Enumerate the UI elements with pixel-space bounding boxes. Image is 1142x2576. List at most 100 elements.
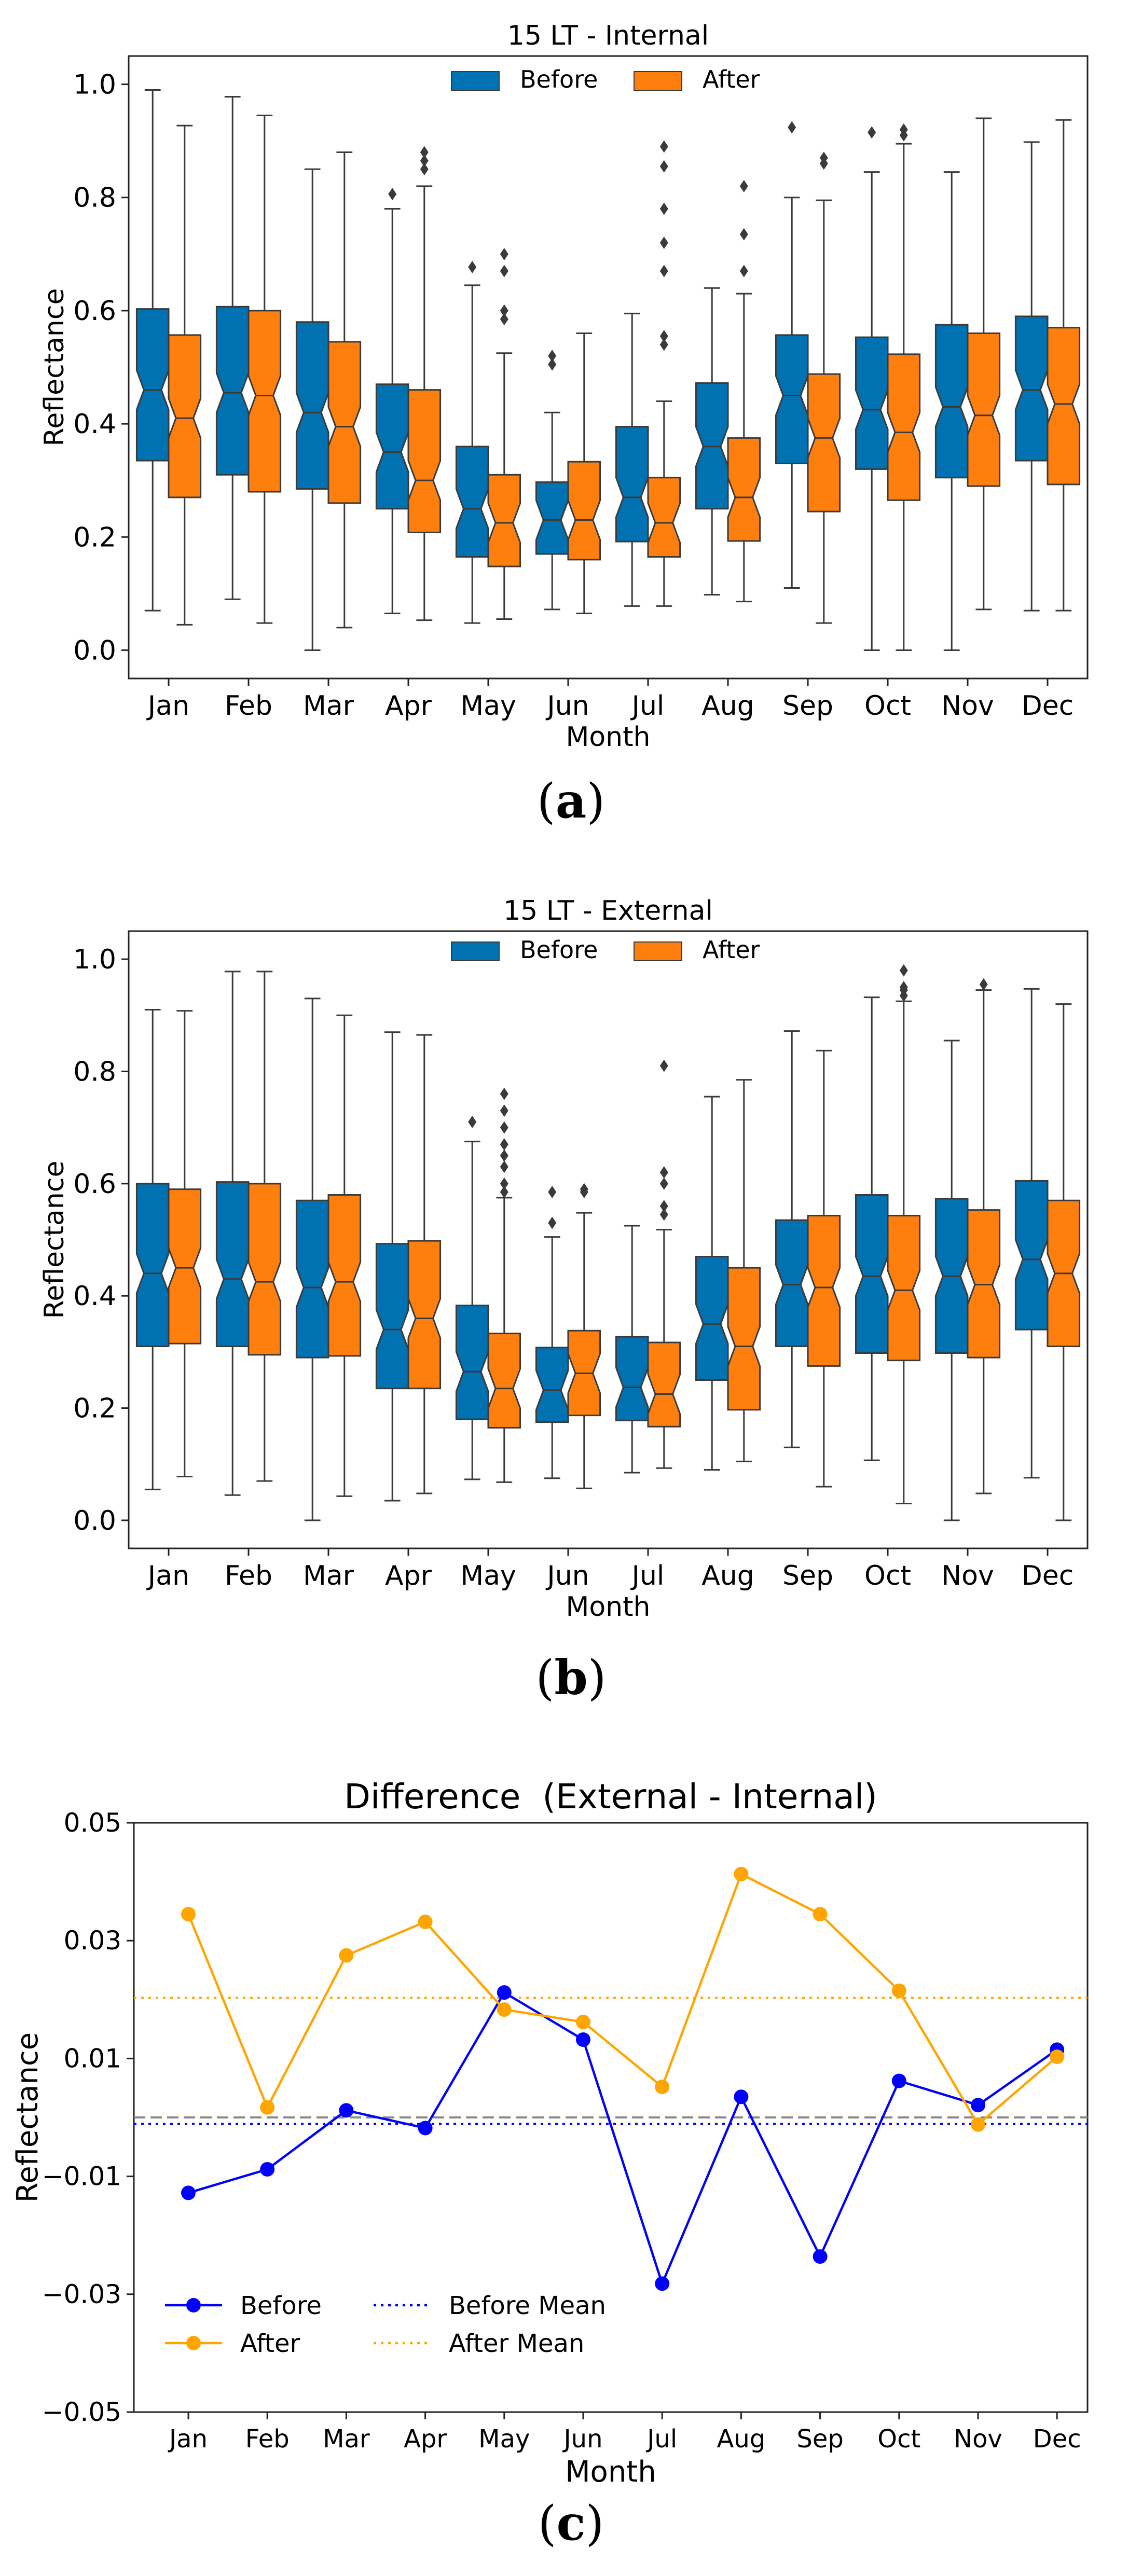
notched-box xyxy=(727,437,761,542)
outlier-point xyxy=(500,313,508,326)
legend: Before After Before Mean After Mean xyxy=(165,2291,606,2358)
point-after-sep xyxy=(813,1907,828,1922)
outlier-point xyxy=(500,304,508,317)
x-tick-label: May xyxy=(460,690,516,722)
box-after-mar xyxy=(327,1014,362,1497)
outlier-point xyxy=(468,1115,477,1128)
notched-box xyxy=(967,1209,1001,1359)
notched-box xyxy=(168,334,202,498)
notched-box xyxy=(535,1347,569,1423)
x-tick-label: Jul xyxy=(630,1560,665,1591)
outlier-point xyxy=(659,1166,668,1179)
point-before-nov xyxy=(971,2098,985,2113)
legend-label-before: Before xyxy=(520,936,598,964)
outlier-point xyxy=(659,338,668,351)
box-before-jul xyxy=(615,312,649,607)
box-before-oct xyxy=(855,126,889,651)
notched-box xyxy=(1047,327,1081,486)
box-after-jul xyxy=(647,1059,681,1469)
outlier-point xyxy=(500,265,508,278)
box-after-apr xyxy=(407,1034,442,1494)
outlier-point xyxy=(819,151,828,164)
notched-box xyxy=(455,446,489,558)
notched-box xyxy=(295,321,329,490)
notched-box xyxy=(407,1240,442,1390)
box-before-apr xyxy=(375,188,409,615)
x-tick-label: Jan xyxy=(146,690,189,722)
y-tick-label: 0.0 xyxy=(73,1505,116,1536)
outlier-point xyxy=(659,1177,668,1190)
y-tick-label: 1.0 xyxy=(73,944,116,975)
outlier-point xyxy=(659,160,668,173)
box-before-oct xyxy=(855,996,889,1461)
x-tick-label: May xyxy=(478,2425,530,2454)
box-before-mar xyxy=(295,998,329,1521)
x-axis-label: Month xyxy=(566,722,651,753)
y-tick-label: −0.01 xyxy=(42,2162,121,2192)
legend-swatch-after xyxy=(634,941,682,961)
box-before-aug xyxy=(695,1096,729,1471)
box-after-feb xyxy=(247,115,282,624)
box-after-jun xyxy=(567,333,601,615)
boxplot-chart-b: 0.0 0.2 0.4 0.6 0.8 1.0 Jan Feb Mar Apr May Jun Jul A… xyxy=(39,895,1089,1623)
point-after-mar xyxy=(339,1948,354,1963)
legend-label-before: Before xyxy=(520,65,598,93)
series-line-before xyxy=(188,1991,1058,2287)
caption-c: (c) xyxy=(538,2495,604,2551)
y-tick-label: −0.05 xyxy=(42,2397,121,2427)
legend-label-after: After xyxy=(703,65,760,93)
point-before-jan xyxy=(181,2185,196,2200)
x-tick-label: Jun xyxy=(545,690,589,722)
notched-box xyxy=(135,1183,170,1348)
box-before-dec xyxy=(1014,988,1049,1479)
boxplot-chart-a: 0.0 0.2 0.4 0.6 0.8 1.0 Jan Feb Mar Apr May Jun Jul A… xyxy=(39,20,1089,753)
legend-swatch-after xyxy=(634,71,682,91)
legend-label-before: Before xyxy=(240,2291,322,2320)
outlier-point xyxy=(868,126,876,139)
box-after-sep xyxy=(807,1049,841,1488)
outlier-point xyxy=(500,1149,508,1162)
notched-box xyxy=(967,333,1001,487)
outlier-point xyxy=(500,1087,508,1100)
plot-frame xyxy=(128,55,1089,680)
outlier-point xyxy=(899,964,908,977)
box-after-aug xyxy=(727,179,761,603)
box-after-dec xyxy=(1047,1003,1081,1521)
outlier-point xyxy=(500,1177,508,1190)
box-before-apr xyxy=(375,1031,409,1502)
x-tick-label: Sep xyxy=(782,1560,833,1591)
y-axis-label: Reflectance xyxy=(39,288,70,447)
x-tick-label: May xyxy=(460,1560,516,1591)
point-before-apr xyxy=(418,2121,433,2136)
box-before-sep xyxy=(775,121,809,589)
notched-box xyxy=(327,1194,362,1357)
box-after-jul xyxy=(647,140,681,607)
x-tick-label: Jan xyxy=(168,2425,208,2454)
outlier-point xyxy=(388,188,397,201)
outlier-point xyxy=(548,1216,557,1229)
box-after-jun xyxy=(567,1183,601,1489)
point-before-aug xyxy=(734,2089,749,2104)
notched-box xyxy=(615,1336,649,1421)
notched-box xyxy=(375,1243,409,1390)
box-after-sep xyxy=(807,151,841,624)
box-after-may xyxy=(487,247,521,620)
y-tick-label: 0.4 xyxy=(73,1281,116,1312)
outlier-point xyxy=(468,260,477,273)
x-tick-label: Mar xyxy=(303,690,354,722)
notched-box xyxy=(727,1267,761,1411)
notched-box xyxy=(375,383,409,510)
box-before-jan xyxy=(135,1008,170,1490)
y-tick-label: 0.8 xyxy=(73,183,116,214)
legend-swatch-before xyxy=(451,71,500,91)
notched-box xyxy=(487,1333,521,1429)
point-after-aug xyxy=(734,1866,749,1881)
notched-box xyxy=(407,389,442,534)
point-before-may xyxy=(497,1985,512,2000)
x-tick-label: Aug xyxy=(701,1560,754,1591)
notched-box xyxy=(487,474,521,567)
x-tick-label: Oct xyxy=(877,2425,920,2454)
chart-title: 15 LT - Internal xyxy=(507,20,709,51)
box-before-mar xyxy=(295,168,329,651)
box-before-may xyxy=(455,260,489,624)
